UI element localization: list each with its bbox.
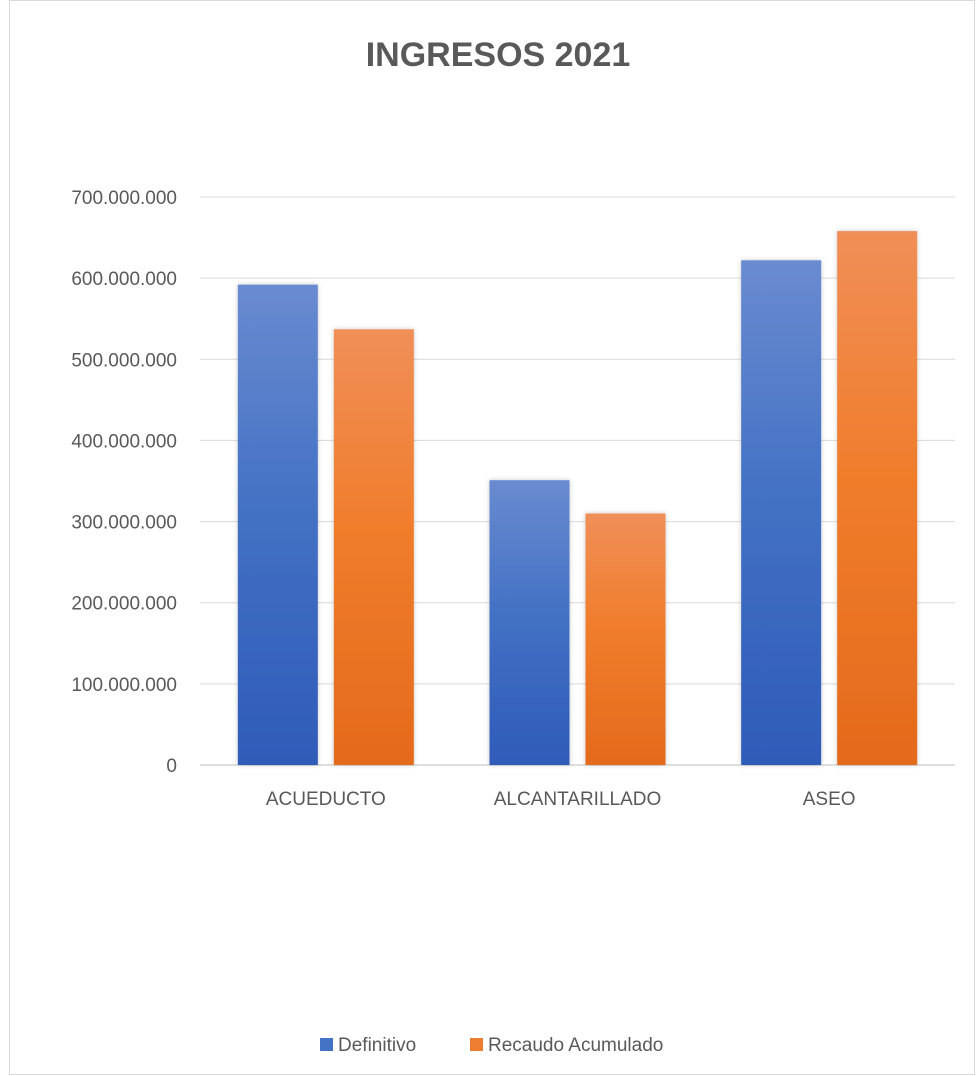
bar-definitivo-aseo xyxy=(741,260,822,765)
gridlines xyxy=(200,196,955,766)
y-tick-label: 700.000.000 xyxy=(71,188,177,209)
y-tick-label: 200.000.000 xyxy=(71,594,177,615)
y-tick-label: 100.000.000 xyxy=(71,675,177,696)
y-tick-label: 400.000.000 xyxy=(71,431,177,452)
y-tick-label: 0 xyxy=(166,756,177,777)
y-tick-label: 300.000.000 xyxy=(71,513,177,534)
y-axis-tick-labels: 0 100.000.000 200.000.000 300.000.000 400.00… xyxy=(71,188,177,777)
bar-recaudo-acumulado-alcantarillado xyxy=(585,513,666,765)
bar-recaudo-acumulado-acueducto xyxy=(333,329,414,765)
legend-label: Recaudo Acumulado xyxy=(488,1035,663,1056)
y-tick-label: 600.000.000 xyxy=(71,269,177,290)
x-axis-tick-labels: ACUEDUCTO ALCANTARILLADO ASEO xyxy=(266,789,856,810)
legend: Definitivo Recaudo Acumulado xyxy=(320,1035,663,1056)
x-tick-label: ALCANTARILLADO xyxy=(494,789,662,810)
bar-recaudo-acumulado-aseo xyxy=(837,231,918,765)
x-tick-label: ASEO xyxy=(803,789,856,810)
y-tick-label: 500.000.000 xyxy=(71,350,177,371)
chart-title: INGRESOS 2021 xyxy=(366,36,631,74)
x-tick-label: ACUEDUCTO xyxy=(266,789,386,810)
bar-definitivo-acueducto xyxy=(237,284,318,765)
bar-definitivo-alcantarillado xyxy=(489,480,570,765)
bars xyxy=(237,231,918,765)
legend-swatch xyxy=(470,1038,483,1051)
legend-label: Definitivo xyxy=(338,1035,416,1056)
legend-swatch xyxy=(320,1038,333,1051)
